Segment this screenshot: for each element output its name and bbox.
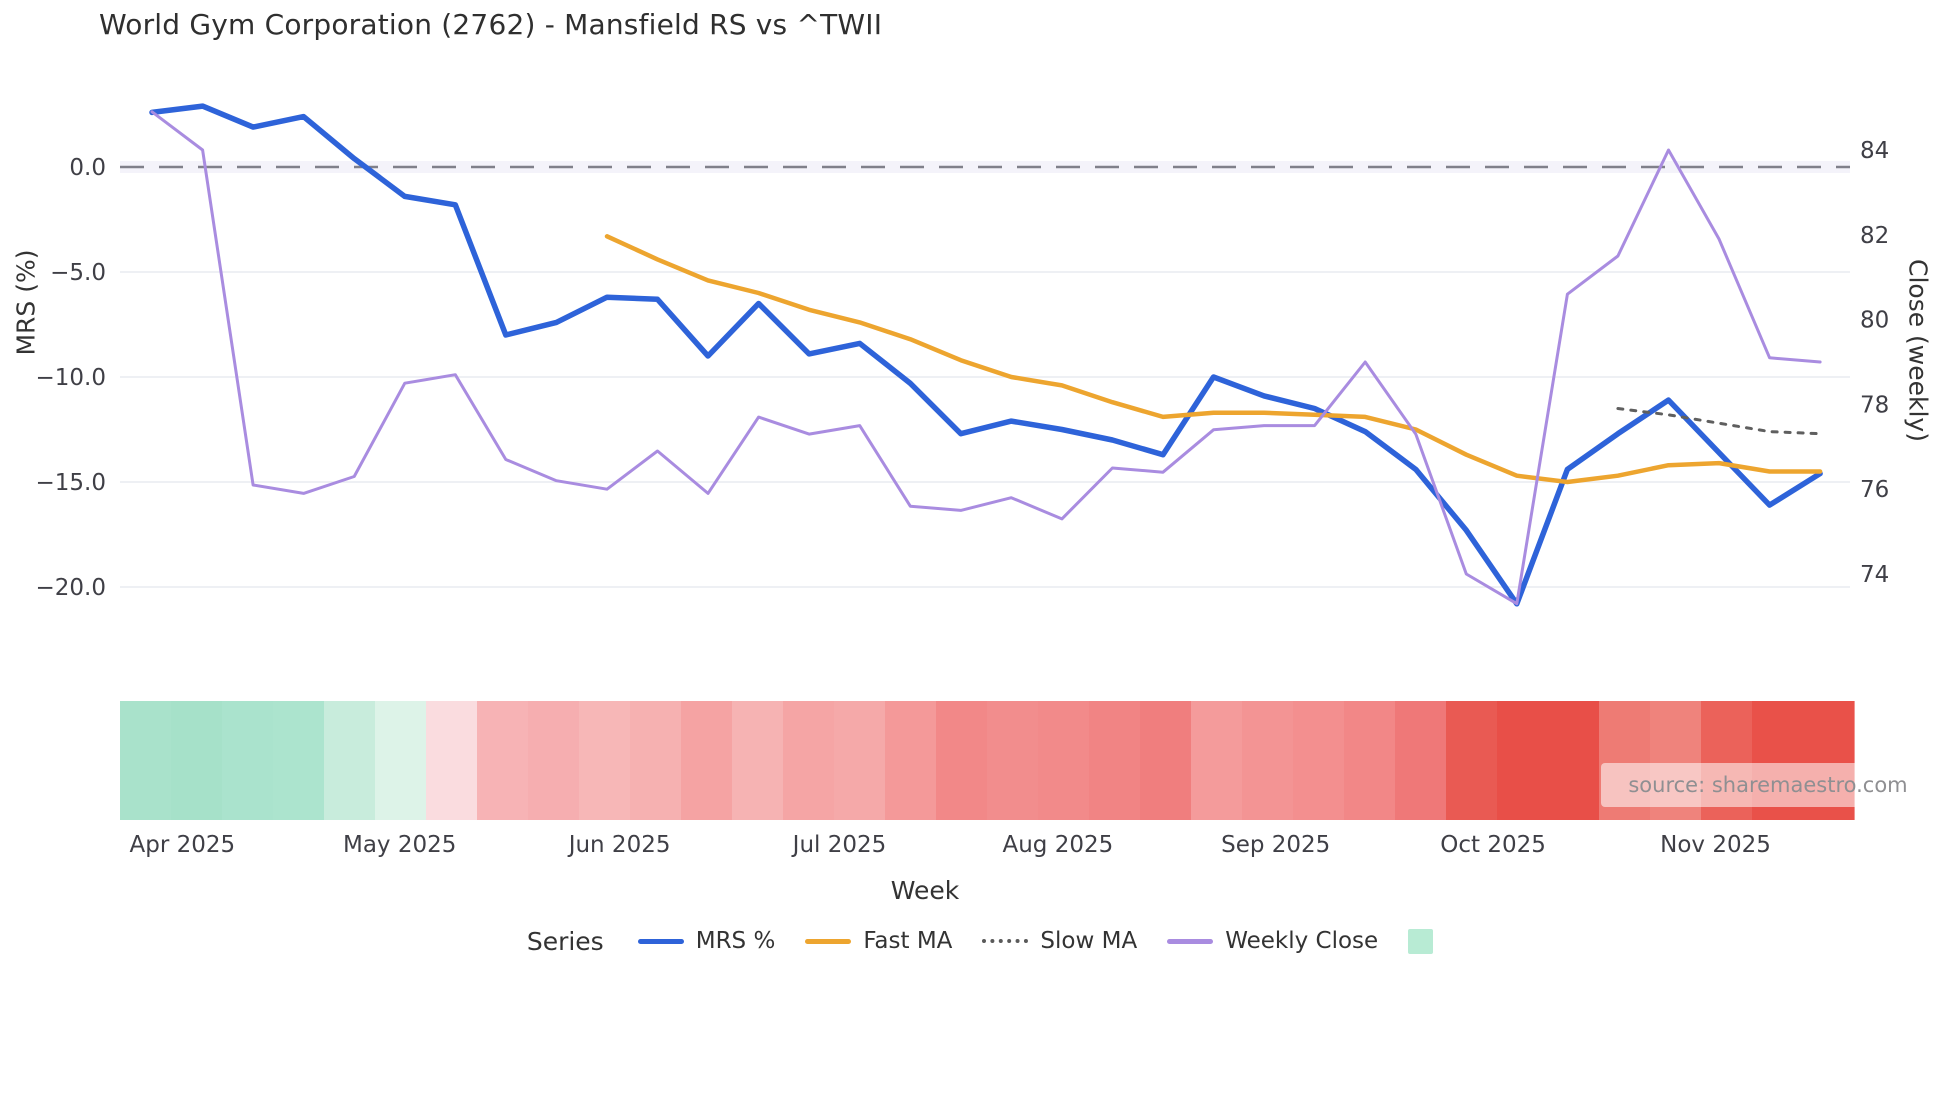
x-axis-month-label: Sep 2025 — [1221, 832, 1330, 858]
heat-strip-cell — [1140, 701, 1192, 820]
left-axis-title: MRS (%) — [11, 249, 41, 356]
heat-strip-cell — [1395, 701, 1447, 820]
left-axis-tick-label: −10.0 — [36, 365, 106, 391]
heat-strip-cell — [324, 701, 376, 820]
legend-item-label: Weekly Close — [1225, 928, 1379, 954]
heat-strip-cell — [579, 701, 631, 820]
heat-strip-cell — [834, 701, 886, 820]
x-axis-month-label: May 2025 — [343, 832, 456, 858]
heatmap-swatch-icon — [1408, 928, 1434, 954]
heat-strip-cell — [783, 701, 835, 820]
series-swatch-icon — [1167, 938, 1214, 944]
right-axis-tick-label: 76 — [1860, 477, 1889, 503]
x-axis-title: Week — [890, 876, 960, 905]
heat-strip-cell — [1446, 701, 1498, 820]
heat-strip-cell — [732, 701, 784, 820]
chart-legend: Series MRS % Fast MA Slow MA Weekly Close — [0, 918, 1960, 964]
heat-strip-cell — [1344, 701, 1396, 820]
heat-strip-cell — [987, 701, 1039, 820]
series-line-fast-ma[interactable] — [604, 234, 1823, 485]
legend-item-label: MRS % — [695, 928, 776, 954]
x-axis-month-label: Aug 2025 — [1002, 832, 1113, 858]
series-line-weekly-close[interactable] — [150, 110, 1822, 606]
right-axis-tick-label: 82 — [1860, 223, 1889, 249]
heat-strip-cell — [1293, 701, 1345, 820]
heat-strip-cell — [222, 701, 274, 820]
heat-strip-cell — [375, 701, 427, 820]
heat-strip-cell — [1038, 701, 1090, 820]
legend-item-heat-swatch[interactable] — [1408, 928, 1434, 954]
legend-item-mrs-[interactable]: MRS % — [637, 928, 776, 954]
legend-title: Series — [526, 926, 604, 956]
right-axis-tick-label: 80 — [1860, 308, 1889, 334]
legend-item-fast-ma[interactable]: Fast MA — [805, 928, 952, 954]
left-axis-tick-label: −5.0 — [50, 260, 106, 286]
heat-strip-cell — [477, 701, 529, 820]
heat-strip-cell — [426, 701, 478, 820]
heat-strip-cell — [1191, 701, 1243, 820]
heat-strip-cell — [681, 701, 733, 820]
heat-strip-cell — [1242, 701, 1294, 820]
heat-strip-cell — [120, 701, 172, 820]
right-axis-tick-label: 84 — [1860, 138, 1889, 164]
heat-strip-cell — [528, 701, 580, 820]
series-swatch-icon — [805, 938, 852, 944]
x-axis-month-label: Apr 2025 — [130, 832, 236, 858]
left-axis-tick-label: 0.0 — [69, 155, 106, 181]
series-swatch-icon — [637, 938, 684, 944]
heat-strip-cell — [1497, 701, 1549, 820]
series-line-mrs-[interactable] — [149, 103, 1823, 607]
left-axis-tick-label: −15.0 — [36, 470, 106, 496]
legend-item-weekly-close[interactable]: Weekly Close — [1167, 928, 1378, 954]
left-axis-tick-label: −20.0 — [36, 575, 106, 601]
heat-strip-cell — [885, 701, 937, 820]
heat-strip-cell — [630, 701, 682, 820]
series-line-slow-ma[interactable] — [1616, 407, 1822, 436]
heat-strip-cell — [171, 701, 223, 820]
page-title: World Gym Corporation (2762) - Mansfield… — [99, 8, 883, 41]
heat-strip-cell — [273, 701, 325, 820]
right-axis-tick-label: 78 — [1860, 392, 1889, 418]
x-axis-month-label: Jul 2025 — [791, 832, 887, 858]
legend-item-label: Slow MA — [1040, 928, 1138, 954]
heat-strip-cell — [1089, 701, 1141, 820]
x-axis-month-label: Oct 2025 — [1440, 832, 1546, 858]
right-axis-title: Close (weekly) — [1903, 259, 1933, 442]
right-axis-tick-label: 74 — [1860, 562, 1889, 588]
legend-item-slow-ma[interactable]: Slow MA — [982, 928, 1137, 954]
heat-strip-cell — [936, 701, 988, 820]
series-swatch-icon — [982, 939, 1029, 943]
source-watermark: source: sharemaestro.com — [1601, 763, 1935, 807]
x-axis-month-label: Jun 2025 — [567, 832, 671, 858]
heat-strip-cell — [1548, 701, 1600, 820]
x-axis-month-label: Nov 2025 — [1660, 832, 1771, 858]
legend-item-label: Fast MA — [863, 928, 953, 954]
